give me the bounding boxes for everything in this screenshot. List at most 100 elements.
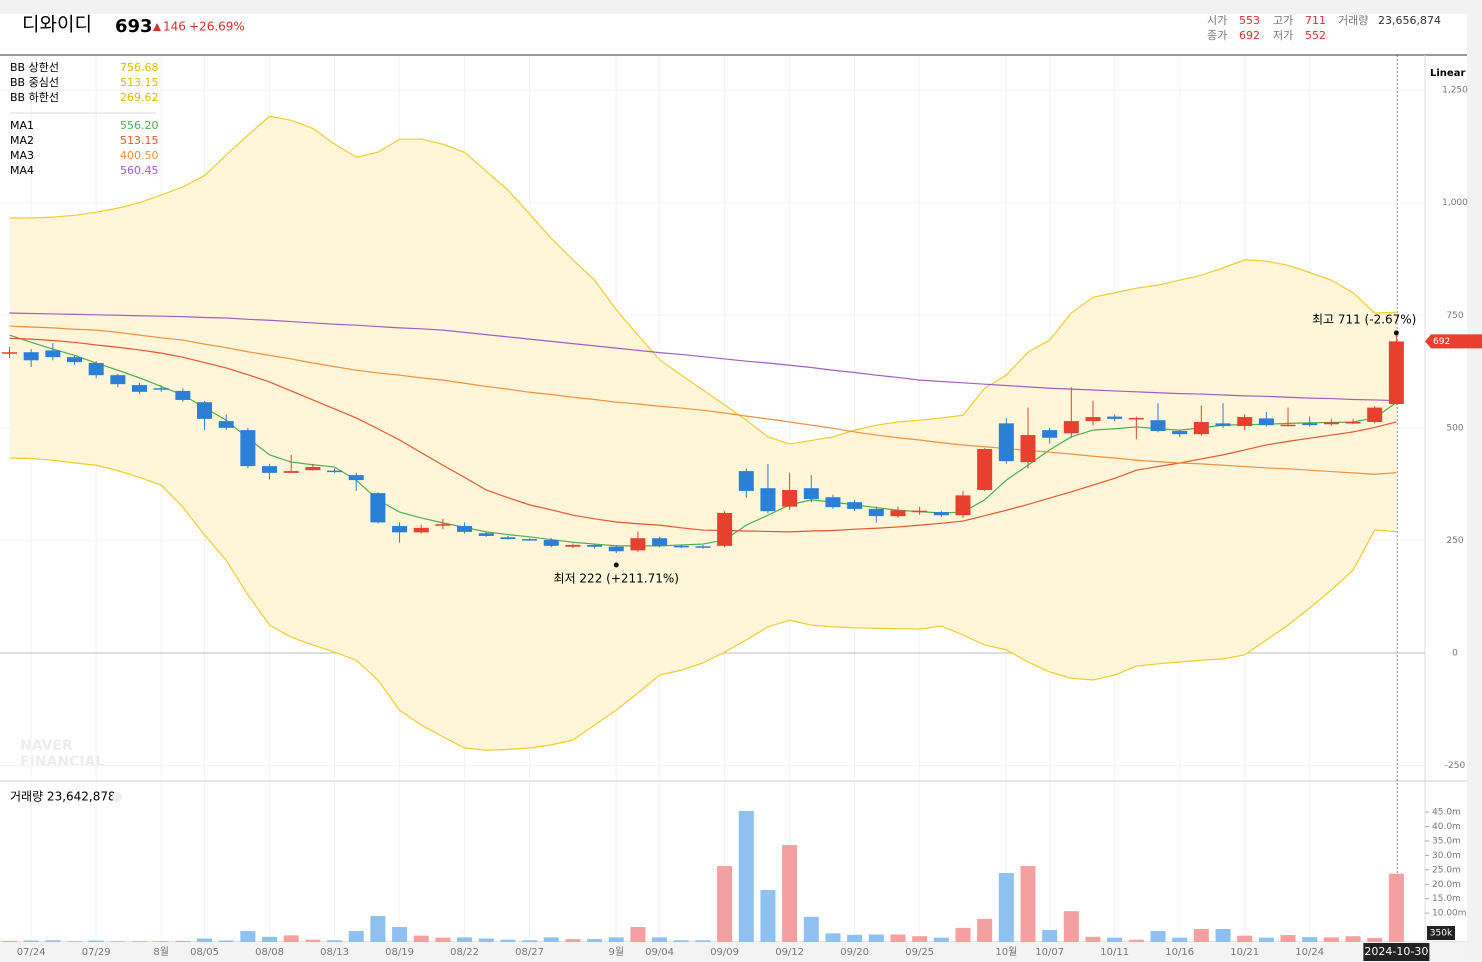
x-tick-label: 08/08 [255,947,284,958]
indicator-line [9,457,1397,751]
top-strip [0,0,1482,14]
date-box [1363,943,1430,961]
volume-bar [1193,929,1209,942]
y-tick-label: 10.00m [1432,909,1467,919]
candle-body [998,423,1014,462]
volume-bar [1150,931,1166,942]
volume-bar [565,939,581,942]
volume-bar [153,941,169,942]
volume-bar [522,940,538,942]
open-label: 시가 [1207,14,1227,27]
y-tick-label: 45.0m [1432,808,1461,818]
volume-bar [457,937,473,942]
candle-body [630,538,646,551]
volume-bar [175,940,191,942]
volume-bar [370,916,386,942]
candle-body [522,539,538,541]
volume-bar [45,940,61,942]
legend-name: MA2 [10,134,34,147]
cursor-box [1427,926,1455,940]
high-value: 711 [1305,14,1326,27]
low-label: 저가 [1273,29,1293,42]
volume-bar [2,940,17,942]
candle-body [825,497,841,508]
close-value: 692 [1239,29,1260,42]
candle-body [955,495,971,516]
volume-bar [912,936,928,942]
price-change: 146 [163,20,186,34]
candle-body [2,352,17,354]
indicator-line [9,325,1397,475]
candle-body [262,466,278,473]
x-tick-label: 08/13 [320,947,349,958]
candle-body [153,388,169,390]
scale-mode[interactable]: Linear [1430,68,1465,79]
candle-body [197,402,213,419]
candle-body [738,471,754,491]
x-tick-label: 08/27 [515,947,544,958]
x-tick-label: 10/07 [1035,947,1064,958]
y-tick-label: 500 [1446,423,1463,433]
volume-bar [955,927,971,942]
legend-name: MA3 [10,149,34,162]
y-tick-label: -250 [1445,761,1466,771]
candle-body [305,467,321,471]
candle-body [23,352,39,361]
candle-body [933,512,949,516]
x-tick-label: 08/05 [190,947,219,958]
volume-bar [1020,866,1036,942]
candle-body [587,544,603,547]
volume-bar [305,939,321,942]
candle-body [88,363,104,376]
right-strip [1467,0,1482,962]
candle-body [1345,422,1361,424]
candle-body [413,527,429,533]
volume-bar [608,937,624,942]
open-value: 553 [1239,14,1260,27]
y-tick-label: 15.0m [1432,894,1461,904]
volume-bar [782,845,798,942]
y-tick-label: 750 [1446,311,1463,321]
candle-body [1323,422,1339,425]
x-tick-label: 10/21 [1230,947,1259,958]
min-label: 최저 222 (+211.71%) [554,572,679,586]
x-tick-label: 2024-10-30 [1364,945,1428,958]
volume-bar [543,937,559,942]
volume-bar [435,937,451,942]
volume-legend: 거래량 23,642,878 [10,790,116,804]
y-tick-label: 1,250 [1442,86,1468,96]
y-tick-label: 40.0m [1432,822,1461,832]
volume-label: 거래량 [1338,14,1368,27]
volume-bar [977,918,993,942]
candle-body [1042,430,1058,438]
candle-body [1280,424,1296,427]
low-value: 552 [1305,29,1326,42]
candle-body [543,539,559,546]
legend-value: 560.45 [120,164,159,177]
volume-bar [262,936,278,942]
volume-bar [413,935,429,942]
candle-body [240,430,256,467]
candle-body [1063,421,1079,434]
up-arrow [153,23,161,31]
volume-bar [1107,937,1123,942]
x-tick-label: 10월 [995,946,1017,958]
price-change-pct: +26.69% [189,20,245,34]
x-tick-label: 08/22 [450,947,479,958]
candle-body [1237,417,1253,427]
indicator-line [9,312,1397,402]
x-tick-label: 09/20 [840,947,869,958]
legend-value: 513.15 [120,76,159,89]
volume-bar [1128,939,1144,942]
legend-name: BB 중심선 [10,76,59,89]
x-tick-label: 10/16 [1165,947,1194,958]
candle-body [1388,341,1404,404]
volume-bar [1345,936,1361,942]
volume-bar [630,926,646,942]
legend-value: 400.50 [120,149,159,162]
volume-bar [587,939,603,942]
candle-body [218,421,234,428]
volume-bar [1063,911,1079,942]
candle-body [435,524,451,526]
